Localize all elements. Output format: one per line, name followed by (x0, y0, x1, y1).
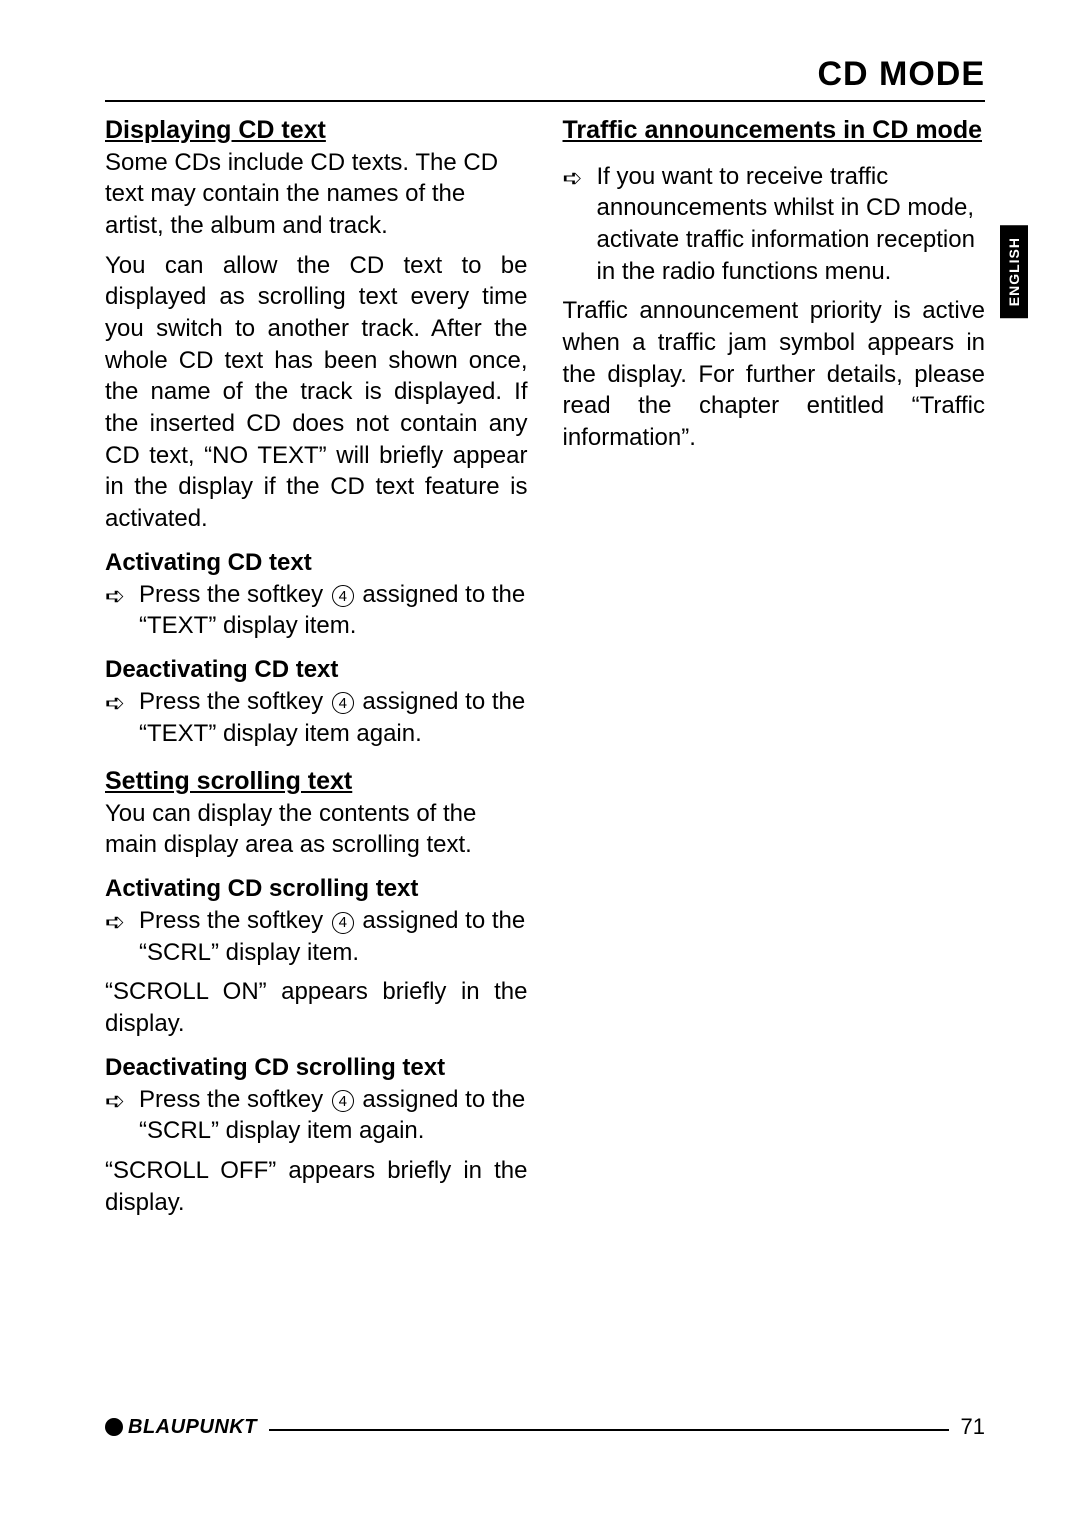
body-paragraph: “SCROLL OFF” appears briefly in the disp… (105, 1155, 528, 1218)
circled-number-icon: 4 (332, 585, 354, 607)
page-footer: BLAUPUNKT 71 (105, 1414, 985, 1440)
brand-dot-icon (105, 1418, 123, 1436)
instruction-step: ➪ If you want to receive traffic announc… (563, 161, 986, 288)
sub-heading: Deactivating CD text (105, 656, 528, 684)
brand-name: BLAUPUNKT (128, 1416, 257, 1439)
body-paragraph: “SCROLL ON” appears briefly in the displ… (105, 976, 528, 1039)
content-columns: Displaying CD text Some CDs include CD t… (105, 112, 985, 1218)
arrow-right-icon: ➪ (105, 581, 131, 613)
body-paragraph: Traffic announcement priority is active … (563, 295, 986, 453)
right-column: Traffic announcements in CD mode ➪ If yo… (563, 112, 986, 1218)
body-paragraph: You can allow the CD text to be displaye… (105, 250, 528, 535)
body-paragraph: Some CDs include CD texts. The CD text m… (105, 147, 528, 242)
arrow-right-icon: ➪ (563, 163, 589, 195)
language-tab: ENGLISH (1000, 225, 1028, 318)
circled-number-icon: 4 (332, 1090, 354, 1112)
instruction-step: ➪ Press the softkey 4 assigned to the “T… (105, 686, 528, 749)
footer-divider (269, 1429, 949, 1431)
instruction-step: ➪ Press the softkey 4 assigned to the “S… (105, 905, 528, 968)
step-text: Press the softkey 4 assigned to the “TEX… (139, 579, 528, 642)
instruction-step: ➪ Press the softkey 4 assigned to the “S… (105, 1084, 528, 1147)
instruction-step: ➪ Press the softkey 4 assigned to the “T… (105, 579, 528, 642)
circled-number-icon: 4 (332, 692, 354, 714)
sub-heading: Activating CD text (105, 549, 528, 577)
page-number: 71 (961, 1414, 985, 1440)
page-header: CD MODE (105, 55, 985, 102)
sub-heading: Activating CD scrolling text (105, 875, 528, 903)
circled-number-icon: 4 (332, 912, 354, 934)
header-title: CD MODE (105, 55, 985, 94)
section-heading: Displaying CD text (105, 114, 528, 147)
step-text: Press the softkey 4 assigned to the “SCR… (139, 905, 528, 968)
step-text: If you want to receive traffic announcem… (597, 161, 986, 288)
left-column: Displaying CD text Some CDs include CD t… (105, 112, 528, 1218)
arrow-right-icon: ➪ (105, 907, 131, 939)
section-heading: Traffic announcements in CD mode (563, 114, 986, 147)
arrow-right-icon: ➪ (105, 688, 131, 720)
body-paragraph: You can display the contents of the main… (105, 798, 528, 861)
sub-heading: Deactivating CD scrolling text (105, 1054, 528, 1082)
section-heading: Setting scrolling text (105, 765, 528, 798)
step-text: Press the softkey 4 assigned to the “TEX… (139, 686, 528, 749)
arrow-right-icon: ➪ (105, 1086, 131, 1118)
step-text: Press the softkey 4 assigned to the “SCR… (139, 1084, 528, 1147)
